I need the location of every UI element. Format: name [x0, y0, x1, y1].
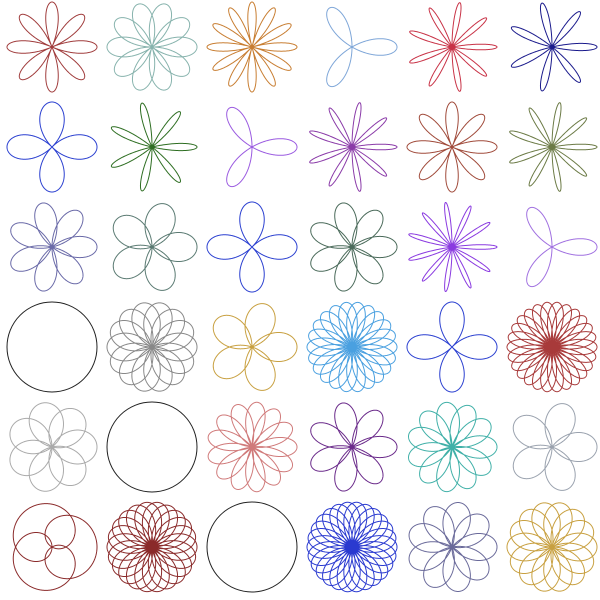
- rose-curve-r3-c1: [10, 202, 98, 292]
- rose-curve-r5-c5: [408, 401, 498, 493]
- rose-curve-r5-c2: [106, 401, 198, 493]
- rose-curve-r1-c3: [206, 1, 298, 93]
- rose-curve-r1-c5: [409, 2, 498, 92]
- rose-curve-r3-c6: [526, 206, 598, 288]
- rose-curve-r2-c1: [6, 101, 98, 193]
- rose-curve-r1-c2: [106, 3, 198, 91]
- rose-curve-r2-c5: [406, 101, 498, 193]
- rose-curve-r5-c3: [207, 401, 298, 493]
- rose-curve-r3-c4: [310, 202, 398, 292]
- rose-curve-r5-c1: [9, 402, 98, 492]
- rose-curve-r4-c1: [6, 301, 98, 393]
- rose-curve-r4-c2: [106, 302, 198, 392]
- rose-curve-r5-c4: [310, 402, 398, 492]
- rose-curve-r6-c3: [206, 501, 298, 593]
- rose-curve-r4-c6: [506, 301, 598, 393]
- rose-curve-r6-c1: [12, 503, 98, 591]
- rose-curve-r2-c2: [110, 102, 198, 192]
- rose-curve-r4-c3: [212, 303, 298, 391]
- rose-curve-r1-c4: [326, 6, 398, 88]
- rose-curve-r2-c6: [509, 102, 598, 192]
- rose-curve-r5-c6: [512, 403, 598, 491]
- rose-curve-r1-c1: [6, 1, 98, 93]
- rose-curve-r2-c3: [226, 106, 298, 188]
- rose-curve-r6-c4: [306, 501, 398, 593]
- rose-curve-r3-c2: [112, 203, 198, 291]
- rose-curve-r6-c2: [106, 501, 198, 593]
- rose-curve-r4-c5: [406, 301, 498, 393]
- rose-curve-r4-c4: [306, 301, 398, 393]
- rose-curve-r6-c6: [506, 502, 598, 592]
- rose-curve-r3-c3: [206, 201, 298, 293]
- rose-curve-r2-c4: [309, 102, 398, 192]
- rose-curve-r3-c5: [408, 201, 498, 293]
- rose-curve-r1-c6: [510, 2, 598, 92]
- rose-curve-r6-c5: [408, 502, 498, 592]
